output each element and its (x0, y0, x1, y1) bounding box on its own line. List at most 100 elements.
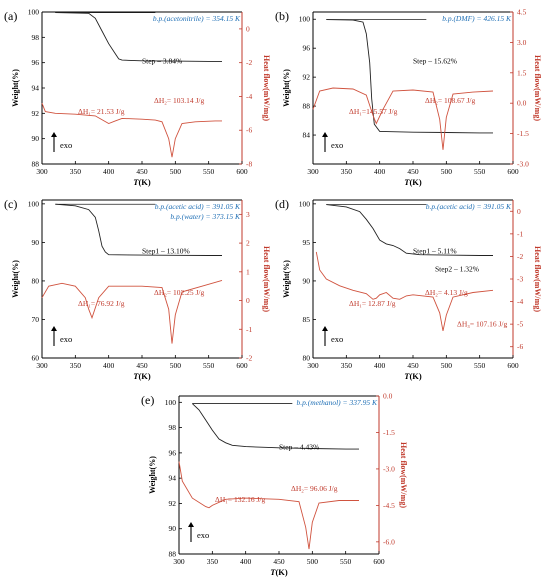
y-right-axis-label: Heat flow(mW/mg) (533, 55, 542, 121)
exo-label: exo (197, 530, 209, 540)
y-right-tick-label: -4 (246, 92, 252, 101)
enthalpy-label: ΔH₁= 76.92 J/g (78, 299, 125, 308)
weight-series-line (326, 204, 493, 256)
y-right-axis-label: Heat flow(mW/mg) (262, 55, 271, 121)
step-label: Step – 15.62% (413, 57, 457, 66)
x-tick-label: 600 (236, 167, 248, 176)
x-tick-label: 600 (373, 557, 385, 566)
y-left-axis-label: Weight(%) (282, 69, 291, 107)
y-left-tick-label: 94 (169, 474, 177, 483)
y-left-tick-label: 80 (32, 276, 40, 285)
x-tick-label: 500 (170, 167, 182, 176)
step-label: Step1 – 13.10% (142, 247, 190, 256)
y-right-tick-label: -3 (517, 275, 523, 284)
y-left-tick-label: 92 (169, 499, 177, 508)
x-tick-label: 400 (374, 361, 386, 370)
x-tick-label: 300 (173, 557, 185, 566)
weight-series-line (55, 203, 222, 256)
y-left-tick-label: 60 (32, 354, 40, 363)
y-right-tick-label: 0 (517, 207, 521, 216)
y-right-tick-label: -1.5 (383, 428, 395, 437)
y-right-tick-label: 3 (246, 210, 250, 219)
step-label: Step2 – 1.32% (435, 265, 479, 274)
y-left-tick-label: 100 (299, 199, 311, 208)
y-left-axis-label: Weight(%) (148, 456, 157, 494)
y-right-tick-label: 1 (246, 267, 250, 276)
y-right-tick-label: 3.0 (517, 38, 527, 47)
x-tick-label: 600 (507, 167, 519, 176)
y-left-axis-label: Weight(%) (282, 260, 291, 298)
step-label: Step – 4.43% (279, 443, 319, 452)
y-left-axis-label: Weight(%) (11, 260, 20, 298)
heat-series-line (315, 251, 494, 331)
y-right-tick-label: 2 (246, 239, 250, 248)
step-label: Step1 – 5.11% (413, 247, 457, 256)
exo-label: exo (60, 140, 72, 150)
x-tick-label: 400 (374, 167, 386, 176)
exo-arrow-head-icon (51, 132, 57, 137)
y-left-tick-label: 92 (303, 73, 311, 82)
x-tick-label: 350 (207, 557, 219, 566)
y-left-tick-label: 85 (303, 315, 311, 324)
y-right-tick-label: -6 (517, 342, 523, 351)
y-left-tick-label: 96 (303, 44, 311, 53)
exo-arrow-head-icon (322, 326, 328, 331)
enthalpy-label: ΔH₂= 108.67 J/g (425, 96, 475, 105)
y-right-axis-label: Heat flow(mW/mg) (399, 442, 408, 508)
y-right-tick-label: -1 (517, 229, 523, 238)
y-right-tick-label: -2 (246, 354, 252, 363)
boiling-point-label: b.p.(methanol) = 337.95 K (297, 398, 378, 407)
x-tick-label: 500 (307, 557, 319, 566)
enthalpy-label: ΔH₃= 107.16 J/g (457, 319, 507, 328)
x-tick-label: 500 (170, 361, 182, 370)
y-right-tick-label: -4.5 (383, 501, 395, 510)
y-left-tick-label: 100 (165, 398, 177, 407)
y-left-tick-label: 100 (28, 8, 40, 17)
y-left-tick-label: 92 (32, 109, 40, 118)
y-left-tick-label: 94 (32, 84, 40, 93)
x-tick-label: 350 (70, 361, 82, 370)
panel-label: (e) (141, 393, 154, 407)
y-left-tick-label: 98 (169, 423, 177, 432)
y-left-tick-label: 100 (299, 15, 311, 24)
boiling-point-label: b.p.(acetic acid) = 391.05 K (155, 202, 241, 211)
y-right-axis-label: Heat flow(mW/mg) (533, 246, 542, 312)
x-axis-label: T(K) (404, 371, 422, 381)
y-left-tick-label: 90 (169, 524, 177, 533)
x-tick-label: 450 (136, 361, 148, 370)
y-left-tick-label: 84 (303, 131, 311, 140)
y-right-tick-label: -3.0 (383, 464, 395, 473)
x-axis-label: T(K) (133, 371, 151, 381)
y-left-axis-label: Weight(%) (11, 69, 20, 107)
y-right-tick-label: -6 (246, 126, 252, 135)
boiling-point-label: b.p.(DMF) = 426.15 K (442, 14, 512, 23)
exo-label: exo (60, 334, 72, 344)
x-tick-label: 600 (507, 361, 519, 370)
panel-label: (d) (275, 197, 289, 211)
x-tick-label: 300 (307, 167, 319, 176)
y-left-tick-label: 98 (32, 33, 40, 42)
weight-series-line (191, 403, 359, 450)
x-tick-label: 300 (36, 167, 48, 176)
y-left-tick-label: 90 (303, 276, 311, 285)
panel-label: (a) (4, 9, 17, 23)
y-left-tick-label: 100 (28, 199, 40, 208)
heat-series-line (41, 103, 222, 158)
x-tick-label: 550 (474, 361, 486, 370)
enthalpy-label: ΔH₁= 21.53 J/g (78, 107, 125, 116)
y-right-tick-label: 0.0 (517, 99, 527, 108)
exo-arrow-head-icon (51, 326, 57, 331)
y-left-tick-label: 95 (303, 238, 311, 247)
y-right-tick-label: -8 (246, 160, 252, 169)
enthalpy-label: ΔH₂= 4.13 J/g (425, 288, 468, 297)
x-tick-label: 400 (240, 557, 252, 566)
enthalpy-label: ΔH₁= 132.16 J/g (215, 495, 265, 504)
x-tick-label: 500 (441, 167, 453, 176)
enthalpy-label: ΔH₁= 12.87 J/g (349, 299, 396, 308)
enthalpy-label: ΔH₁=145.57 J/g (349, 107, 398, 116)
boiling-point-label: b.p.(acetonitrile) = 354.15 K (153, 14, 241, 23)
enthalpy-label: ΔH₂= 102.25 J/g (154, 288, 204, 297)
x-tick-label: 350 (341, 167, 353, 176)
x-tick-label: 450 (273, 557, 285, 566)
x-tick-label: 350 (70, 167, 82, 176)
